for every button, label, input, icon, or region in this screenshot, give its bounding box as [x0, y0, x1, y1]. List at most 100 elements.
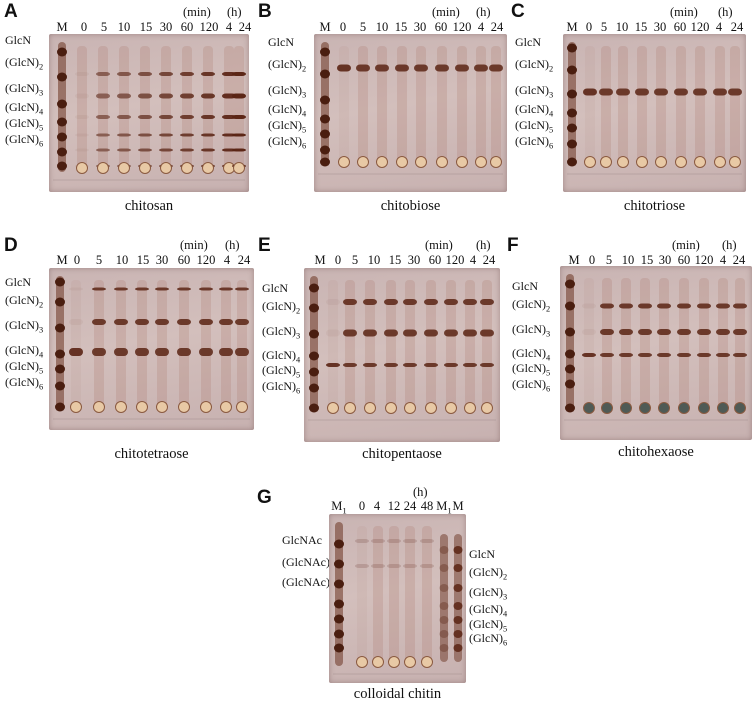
marker-spot	[439, 616, 449, 624]
marker-spot	[453, 564, 463, 572]
marker-spot	[453, 616, 463, 624]
std-glcn: GlcN	[262, 281, 288, 295]
product-band	[463, 329, 477, 337]
product-band	[180, 148, 194, 152]
origin-spot	[655, 156, 667, 168]
lane-label: 0	[339, 20, 347, 34]
product-band	[159, 148, 173, 152]
tlc-plate-drawing	[318, 42, 503, 175]
unit-h: (h)	[413, 485, 428, 499]
product-band	[420, 539, 434, 543]
product-band	[480, 329, 494, 337]
lane-label: 60	[428, 253, 442, 267]
std-glcnac3: (GlcNAc)3	[282, 575, 334, 591]
lane-label: 24	[237, 253, 251, 267]
product-band	[199, 287, 213, 291]
lane-label: 30	[407, 253, 421, 267]
lane-smear	[137, 280, 147, 407]
lane-label: 10	[367, 253, 381, 267]
marker-lane	[566, 274, 574, 412]
origin-spot	[425, 402, 437, 414]
std-glcn2: (GlcN)2	[5, 293, 44, 310]
marker-spot	[567, 139, 577, 149]
lane-label: 15	[394, 20, 408, 34]
lane-smear	[373, 526, 383, 662]
product-band	[403, 363, 417, 367]
lane-smear	[365, 280, 375, 408]
product-band	[616, 88, 630, 96]
std-glcn4: (GlcN)4	[268, 102, 307, 119]
tlc-plate-drawing	[308, 276, 496, 421]
marker-spot	[55, 364, 65, 374]
product-band	[619, 303, 633, 309]
tlc-plate	[49, 268, 254, 430]
lane-smear	[621, 278, 631, 408]
product-band	[92, 348, 106, 356]
panel-caption: chitotetraose	[114, 446, 189, 462]
std-glcn4: (GlcN)4	[469, 602, 508, 619]
marker-spot	[57, 161, 67, 171]
origin-spot	[236, 401, 248, 413]
product-band	[222, 115, 236, 119]
origin-spot	[118, 162, 130, 174]
lane-label: M1	[331, 499, 347, 516]
product-band	[155, 348, 169, 356]
origin-spot	[178, 401, 190, 413]
product-band	[117, 72, 131, 76]
product-band	[201, 72, 215, 76]
product-band	[355, 539, 369, 543]
lane-smear	[237, 280, 247, 407]
product-band	[600, 329, 614, 335]
std-glcn4: (GlcN)4	[5, 100, 44, 117]
origin-spot	[675, 156, 687, 168]
lane-label: 12	[387, 499, 401, 513]
lane-smear	[482, 280, 492, 408]
product-band	[222, 148, 236, 152]
product-band	[657, 303, 671, 309]
std-glcn6: (GlcN)6	[5, 132, 44, 149]
std-glcn5: (GlcN)5	[268, 118, 307, 135]
panel-caption: chitosan	[124, 198, 174, 214]
lane-label: M	[452, 499, 464, 513]
product-band	[619, 329, 633, 335]
std-glcn5: (GlcN)5	[5, 116, 44, 133]
unit-h: (h)	[718, 5, 733, 19]
marker-lane	[440, 534, 448, 662]
origin-spot	[436, 156, 448, 168]
panel-caption: chitohexaose	[618, 444, 694, 460]
marker-spot	[309, 367, 319, 377]
lane-smear	[601, 46, 611, 162]
lane-smear	[140, 46, 150, 168]
product-band	[326, 299, 340, 305]
origin-spot	[136, 401, 148, 413]
product-band	[92, 287, 106, 291]
marker-spot	[320, 157, 330, 167]
product-band	[155, 319, 169, 325]
lane-label: 4	[719, 253, 727, 267]
product-band	[403, 539, 417, 543]
product-band	[403, 299, 417, 305]
marker-spot	[453, 644, 463, 652]
lane-label: 0	[358, 499, 366, 513]
product-band	[222, 93, 236, 99]
product-band	[424, 329, 438, 337]
unit-min: (min)	[432, 5, 460, 19]
marker-spot	[334, 643, 344, 653]
lane-smear	[730, 46, 740, 162]
lane-smear	[416, 46, 426, 162]
product-band	[582, 329, 596, 335]
origin-spot	[327, 402, 339, 414]
std-glcnac: GlcNAc	[282, 533, 322, 547]
tlc-plate-drawing	[53, 276, 250, 420]
panel-letter: C	[511, 1, 525, 22]
origin-spot	[698, 402, 710, 414]
marker-spot	[320, 114, 330, 124]
lane-smear	[602, 278, 612, 408]
product-band	[600, 353, 614, 357]
product-band	[424, 363, 438, 367]
marker-spot	[567, 108, 577, 118]
origin-spot	[475, 156, 487, 168]
product-band	[232, 133, 246, 137]
lane-smear	[640, 278, 650, 408]
lane-label: M	[314, 253, 326, 267]
